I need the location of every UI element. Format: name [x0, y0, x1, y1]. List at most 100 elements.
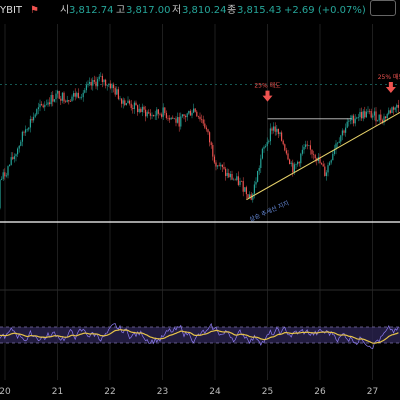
candle-body	[106, 84, 108, 86]
candle-body	[212, 145, 214, 157]
candle-body	[114, 88, 116, 95]
candle-body	[340, 135, 342, 142]
candle-body	[17, 148, 19, 155]
close-value: 3,815.43	[237, 5, 282, 16]
x-tick-label: 20	[0, 387, 11, 397]
candle-body	[391, 107, 393, 113]
candle-body	[202, 119, 204, 124]
candle-body	[343, 130, 345, 133]
candle-body	[311, 149, 313, 155]
candle-body	[189, 110, 191, 116]
candle-body	[50, 95, 52, 105]
ohlc-header: YBIT ⚑ 시 3,812.74 고 3,817.00 저 3,810.24 …	[0, 0, 400, 22]
candle-body	[226, 172, 228, 176]
candle-body	[345, 127, 347, 133]
candle-body	[124, 100, 126, 106]
price-levels	[0, 84, 400, 223]
candle-body	[388, 110, 390, 115]
candle-body	[149, 113, 151, 116]
candle-body	[207, 129, 209, 133]
candle-body	[18, 145, 20, 149]
flag-icon[interactable]: ⚑	[30, 5, 39, 16]
candle-body	[87, 83, 89, 86]
candle-body	[281, 132, 283, 141]
candle-body	[109, 83, 111, 89]
candle-body	[140, 108, 142, 112]
sell-arrow-icon	[262, 90, 273, 102]
candle-body	[12, 157, 14, 160]
candle-body	[26, 129, 28, 130]
candle-body	[69, 101, 71, 102]
candle-body	[237, 176, 239, 185]
candle-body	[298, 161, 300, 164]
candle-body	[205, 127, 207, 130]
grid	[0, 24, 400, 380]
candle-body	[285, 150, 287, 154]
candle-body	[177, 117, 179, 123]
close-label: 종	[227, 5, 237, 16]
candle-body	[225, 168, 227, 176]
candle-body	[279, 132, 281, 134]
candle-body	[236, 176, 238, 180]
candle-body	[229, 173, 231, 178]
candle-body	[164, 107, 166, 114]
candle-body	[49, 102, 51, 105]
drawings: 25% 매도 25% 매도상승 추세선 지지	[246, 73, 400, 223]
candle-body	[341, 130, 343, 136]
candle-body	[58, 90, 60, 99]
candle-body	[60, 98, 62, 101]
candle-body	[199, 116, 201, 120]
candle-body	[9, 164, 11, 167]
candle-body	[74, 93, 76, 97]
candle-body	[63, 92, 65, 102]
candle-body	[188, 110, 190, 114]
x-tick-label: 25	[262, 387, 273, 397]
candle-body	[220, 164, 222, 167]
candle-body	[293, 164, 295, 173]
candle-body	[31, 119, 33, 121]
rsi-pane	[0, 322, 400, 350]
candle-body	[337, 142, 339, 144]
candle-body	[100, 75, 102, 77]
candle-body	[239, 181, 241, 185]
candle-body	[44, 104, 46, 108]
candle-body	[309, 145, 311, 150]
open-label: 시	[60, 5, 70, 16]
candle-body	[209, 132, 211, 143]
candle-body	[15, 154, 17, 157]
candle-body	[329, 162, 331, 166]
candle-body	[313, 154, 315, 155]
candle-body	[146, 112, 148, 117]
candle-body	[266, 142, 268, 147]
candle-body	[183, 114, 185, 117]
candle-body	[71, 96, 73, 102]
candle-body	[365, 111, 367, 118]
trendline	[246, 111, 400, 201]
candle-body	[354, 118, 356, 124]
candle-body	[127, 100, 129, 104]
candle-body	[97, 79, 99, 87]
x-tick-label: 22	[104, 387, 115, 397]
candle-body	[249, 194, 251, 199]
candle-body	[25, 129, 27, 133]
candle-body	[186, 113, 188, 118]
annotation-label: 25% 매도	[378, 73, 400, 81]
candle-body	[381, 120, 383, 123]
candle-body	[289, 159, 291, 164]
candle-body	[217, 165, 219, 167]
candle-body	[369, 111, 371, 112]
candle-body	[257, 170, 259, 182]
candle-body	[322, 164, 324, 167]
candle-body	[346, 121, 348, 128]
candle-body	[143, 106, 145, 110]
candle-body	[93, 80, 95, 82]
candle-body	[364, 111, 366, 118]
open-value: 3,812.74	[69, 5, 114, 16]
pane-menu-button[interactable]	[370, 0, 396, 16]
candle-body	[295, 164, 297, 165]
candle-body	[77, 92, 79, 98]
candle-body	[210, 142, 212, 146]
candle-body	[61, 92, 63, 101]
candle-body	[282, 140, 284, 145]
